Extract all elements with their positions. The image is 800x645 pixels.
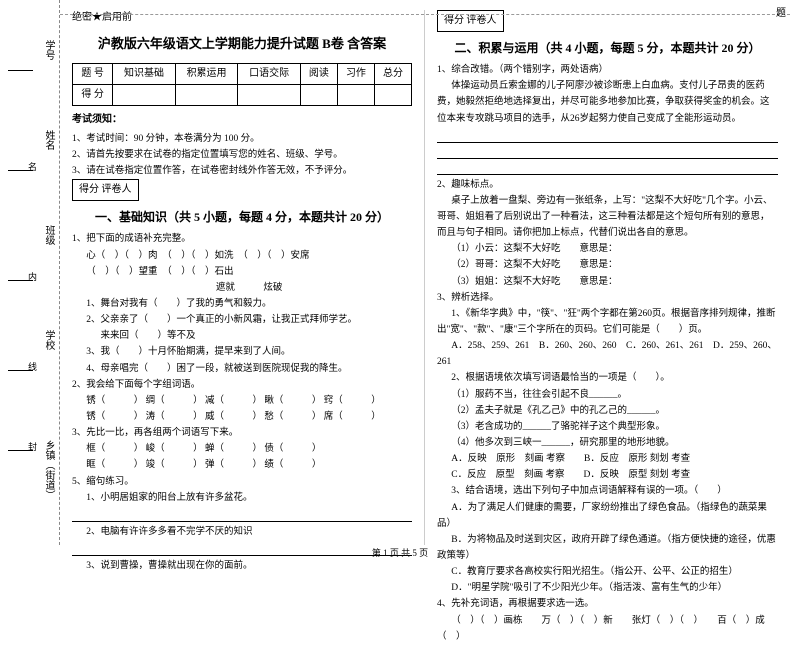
seal-mark-1: 名	[28, 160, 37, 173]
answer-line[interactable]	[437, 145, 778, 159]
q2-label: 2、我会给下面每个字组词语。	[72, 377, 412, 393]
notice-item: 3、请在试卷指定位置作答，在试卷密封线外作答无效，不予评分。	[72, 163, 412, 179]
q4-label: 4、先补充词语，再根据要求选一选。	[437, 596, 778, 612]
section2-title: 二、积累与运用（共 4 小题，每题 5 分，本题共计 20 分）	[437, 39, 778, 58]
q3-item2d: （4）他多次到三峡一______，研究那里的地形地貌。	[437, 435, 778, 451]
notice-title: 考试须知：	[72, 112, 412, 128]
q1-line: 心（ ）（ ）肉 （ ）（ ）如洗 （ ）（ ）安席	[72, 248, 412, 264]
margin-label-school: 学校	[41, 330, 56, 350]
seal-mark-2: 内	[28, 270, 37, 283]
q1-sub: 1、舞台对我有（ ）了我的勇气和毅力。	[72, 296, 412, 312]
q1-label: 1、综合改错。（两个错别字，两处语病）	[437, 62, 778, 78]
margin-rule	[8, 70, 33, 71]
top-dash-line	[60, 14, 790, 15]
q1-sub: 来来回（ ）等不及	[72, 328, 412, 344]
q3-item2a: （1）服药不当，往往会引起不良______。	[437, 387, 778, 403]
q3-item3: 3、结合语境，选出下列句子中加点词语解释有误的一项。（ ）	[437, 483, 778, 499]
q3-item1: 1、《新华字典》中，"筷"、"狂"两个字都在第260页。根据音序排列规律，推断出…	[437, 306, 778, 338]
margin-rule	[8, 450, 33, 451]
q1-sub: 2、父亲亲了（ ）一个真正的小新风霜，让我正式拜师学艺。	[72, 312, 412, 328]
margin-label-town: 乡镇（街道）	[41, 440, 56, 500]
notice-item: 1、考试时间：90 分钟，本卷满分为 100 分。	[72, 131, 412, 147]
binding-margin: 学号 姓名 班级 学校 乡镇（街道） 名 内 线 封	[0, 0, 60, 545]
seal-mark-4: 封	[28, 440, 37, 453]
margin-rule	[8, 370, 33, 371]
q1-sub: 4、母亲唱完（ ）困了一段，就被送到医院现促我的降生。	[72, 361, 412, 377]
q1-sub: 3、我（ ）十月怀胎期满，提早来到了人间。	[72, 344, 412, 360]
margin-label-class: 班级	[41, 225, 56, 245]
q2-sub: （3）姐姐：这梨不大好吃 意思是：	[437, 274, 778, 290]
page-container: 绝密★启用前 沪教版六年级语文上学期能力提升试题 B卷 含答案 题 号 知识基础…	[0, 0, 800, 545]
confidential-label: 绝密★启用前	[72, 10, 412, 26]
q1-line: （ ）（ ）望重 （ ）（ ）石出	[72, 264, 412, 280]
q2-line: 锈（ ） 涛（ ） 威（ ） 愁（ ） 席（ ）	[72, 409, 412, 425]
q5-item: 2、电脑有许许多多看不完学不厌的知识	[72, 524, 412, 540]
left-column: 绝密★启用前 沪教版六年级语文上学期能力提升试题 B卷 含答案 题 号 知识基础…	[60, 10, 425, 545]
q3-item2b: （2）孟夫子就是《孔乙己》中的孔乙己的______。	[437, 403, 778, 419]
margin-rule	[8, 170, 33, 171]
td-label: 得 分	[73, 84, 113, 105]
margin-label-id: 学号	[41, 40, 56, 60]
q3-item2c: （3）老含成功的______了骆驼祥子这个典型形象。	[437, 419, 778, 435]
q2-label: 2、趣味标点。	[437, 177, 778, 193]
q2-text: 桌子上放着一盘梨、旁边有一张纸条，上写："这梨不大好吃"几个字。小云、哥哥、姐姐…	[437, 193, 778, 241]
q3-item3a: A．为了满足人们健康的需要，厂家纷纷推出了绿色食品。（指绿色的蔬菜果品）	[437, 500, 778, 532]
q3-line: 眶（ ） 竣（ ） 弹（ ） 绩（ ）	[72, 457, 412, 473]
q4-line: （ ）（ ）画栋 万（ ）（ ）新 张灯（ ）（ ） 百（ ）成（ ）	[437, 613, 778, 645]
right-column: 得分 评卷人 二、积累与运用（共 4 小题，每题 5 分，本题共计 20 分） …	[425, 10, 790, 545]
q2-sub: （2）哥哥：这梨不大好吃 意思是：	[437, 257, 778, 273]
exam-title: 沪教版六年级语文上学期能力提升试题 B卷 含答案	[72, 34, 412, 55]
top-right-label: 题	[776, 4, 786, 19]
score-table: 题 号 知识基础 积累运用 口语交际 阅读 习作 总分 得 分	[72, 63, 412, 106]
q3-line: 框（ ） 峻（ ） 蝉（ ） 债（ ）	[72, 441, 412, 457]
q3-opts: C．反应 原型 刻画 考察 D．反映 原型 刻划 考查	[437, 467, 778, 483]
th-4: 阅读	[300, 63, 337, 84]
q5-label: 5、缩句练习。	[72, 474, 412, 490]
q1-text: 体操运动员丘索金娜的儿子阿廖沙被诊断患上白血病。支付儿子昂贵的医药费，她毅然拒绝…	[437, 78, 778, 126]
notice-item: 2、请首先按要求在试卷的指定位置填写您的姓名、班级、学号。	[72, 147, 412, 163]
answer-line[interactable]	[437, 161, 778, 175]
th-3: 口语交际	[238, 63, 301, 84]
q5-item: 3、说到曹操，曹操就出现在你的面前。	[72, 558, 412, 574]
seal-mark-3: 线	[28, 360, 37, 373]
q3-item2: 2、根据语境依次填写词语最恰当的一项是（ ）。	[437, 370, 778, 386]
q3-opts: A．258、259、261 B．260、260、260 C．260、261、26…	[437, 338, 778, 370]
margin-label-name: 姓名	[41, 130, 56, 150]
q5-item: 1、小明居姐家的阳台上放有许多盆花。	[72, 490, 412, 506]
q3-label: 3、辨析选择。	[437, 290, 778, 306]
score-box: 得分 评卷人	[72, 179, 139, 201]
page-footer: 第 1 页 共 5 页	[0, 546, 800, 559]
th-5: 习作	[337, 63, 374, 84]
answer-line[interactable]	[437, 129, 778, 143]
table-row: 题 号 知识基础 积累运用 口语交际 阅读 习作 总分	[73, 63, 412, 84]
q1-line: 遮就 炫破	[72, 280, 412, 296]
q1-label: 1、把下面的成语补充完整。	[72, 231, 412, 247]
q3-item3d: D．"明星学院"吸引了不少阳光少年。（指活泼、富有生气的少年）	[437, 580, 778, 596]
q3-opts: A．反映 原形 刻画 考察 B．反应 原形 刻划 考查	[437, 451, 778, 467]
th-1: 知识基础	[113, 63, 176, 84]
answer-line[interactable]	[72, 508, 412, 522]
margin-rule	[8, 280, 33, 281]
th-2: 积累运用	[175, 63, 238, 84]
q2-line: 锈（ ） 绸（ ） 减（ ） 瞅（ ） 窍（ ）	[72, 393, 412, 409]
q3-item3c: C．教育厅要求各高校实行阳光招生。（指公开、公平、公正的招生）	[437, 564, 778, 580]
table-row: 得 分	[73, 84, 412, 105]
q3-label: 3、先比一比，再各组两个词语写下来。	[72, 425, 412, 441]
q2-sub: （1）小云：这梨不大好吃 意思是：	[437, 241, 778, 257]
section1-title: 一、基础知识（共 5 小题，每题 4 分，本题共计 20 分）	[72, 208, 412, 227]
th-total: 总分	[374, 63, 411, 84]
th-num: 题 号	[73, 63, 113, 84]
